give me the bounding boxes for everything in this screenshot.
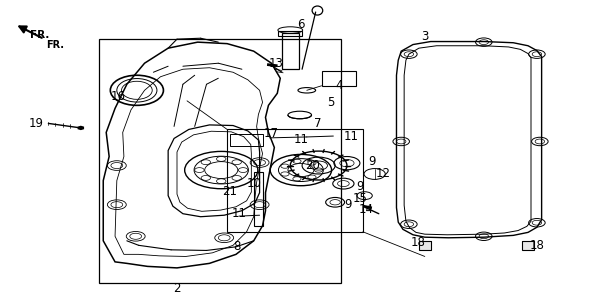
Text: 5: 5 [327,96,334,109]
Text: 10: 10 [246,177,261,190]
Text: 11: 11 [343,129,359,143]
Text: 18: 18 [410,236,425,249]
Text: 11: 11 [231,207,247,220]
Bar [230,134,263,146]
Bar [278,31,302,36]
Text: 14: 14 [358,203,373,216]
Text: 21: 21 [222,185,238,198]
Text: 3: 3 [421,29,428,43]
Text: 9: 9 [345,198,352,211]
Text: 12: 12 [376,167,391,181]
Text: 13: 13 [268,57,284,70]
Bar [522,241,534,250]
Text: 20: 20 [305,159,320,172]
Bar [282,33,299,69]
Text: 9: 9 [356,180,363,193]
Text: 7: 7 [314,117,321,130]
Text: FR.: FR. [31,29,50,40]
Text: 19: 19 [29,117,44,130]
Text: 17: 17 [264,127,279,141]
Text: FR.: FR. [46,40,64,50]
Text: 2: 2 [173,282,181,296]
Text: 6: 6 [297,17,304,31]
Text: 8: 8 [234,240,241,253]
Bar [322,71,356,86]
Bar [227,129,363,232]
Text: 15: 15 [352,192,368,205]
Text: 9: 9 [368,154,375,168]
Bar [419,241,431,250]
Polygon shape [78,126,83,129]
Text: 18: 18 [529,239,545,252]
Bar [99,39,341,283]
Bar [254,172,263,226]
Text: 4: 4 [336,79,343,92]
Text: 16: 16 [110,90,126,103]
Text: 11: 11 [293,133,309,147]
